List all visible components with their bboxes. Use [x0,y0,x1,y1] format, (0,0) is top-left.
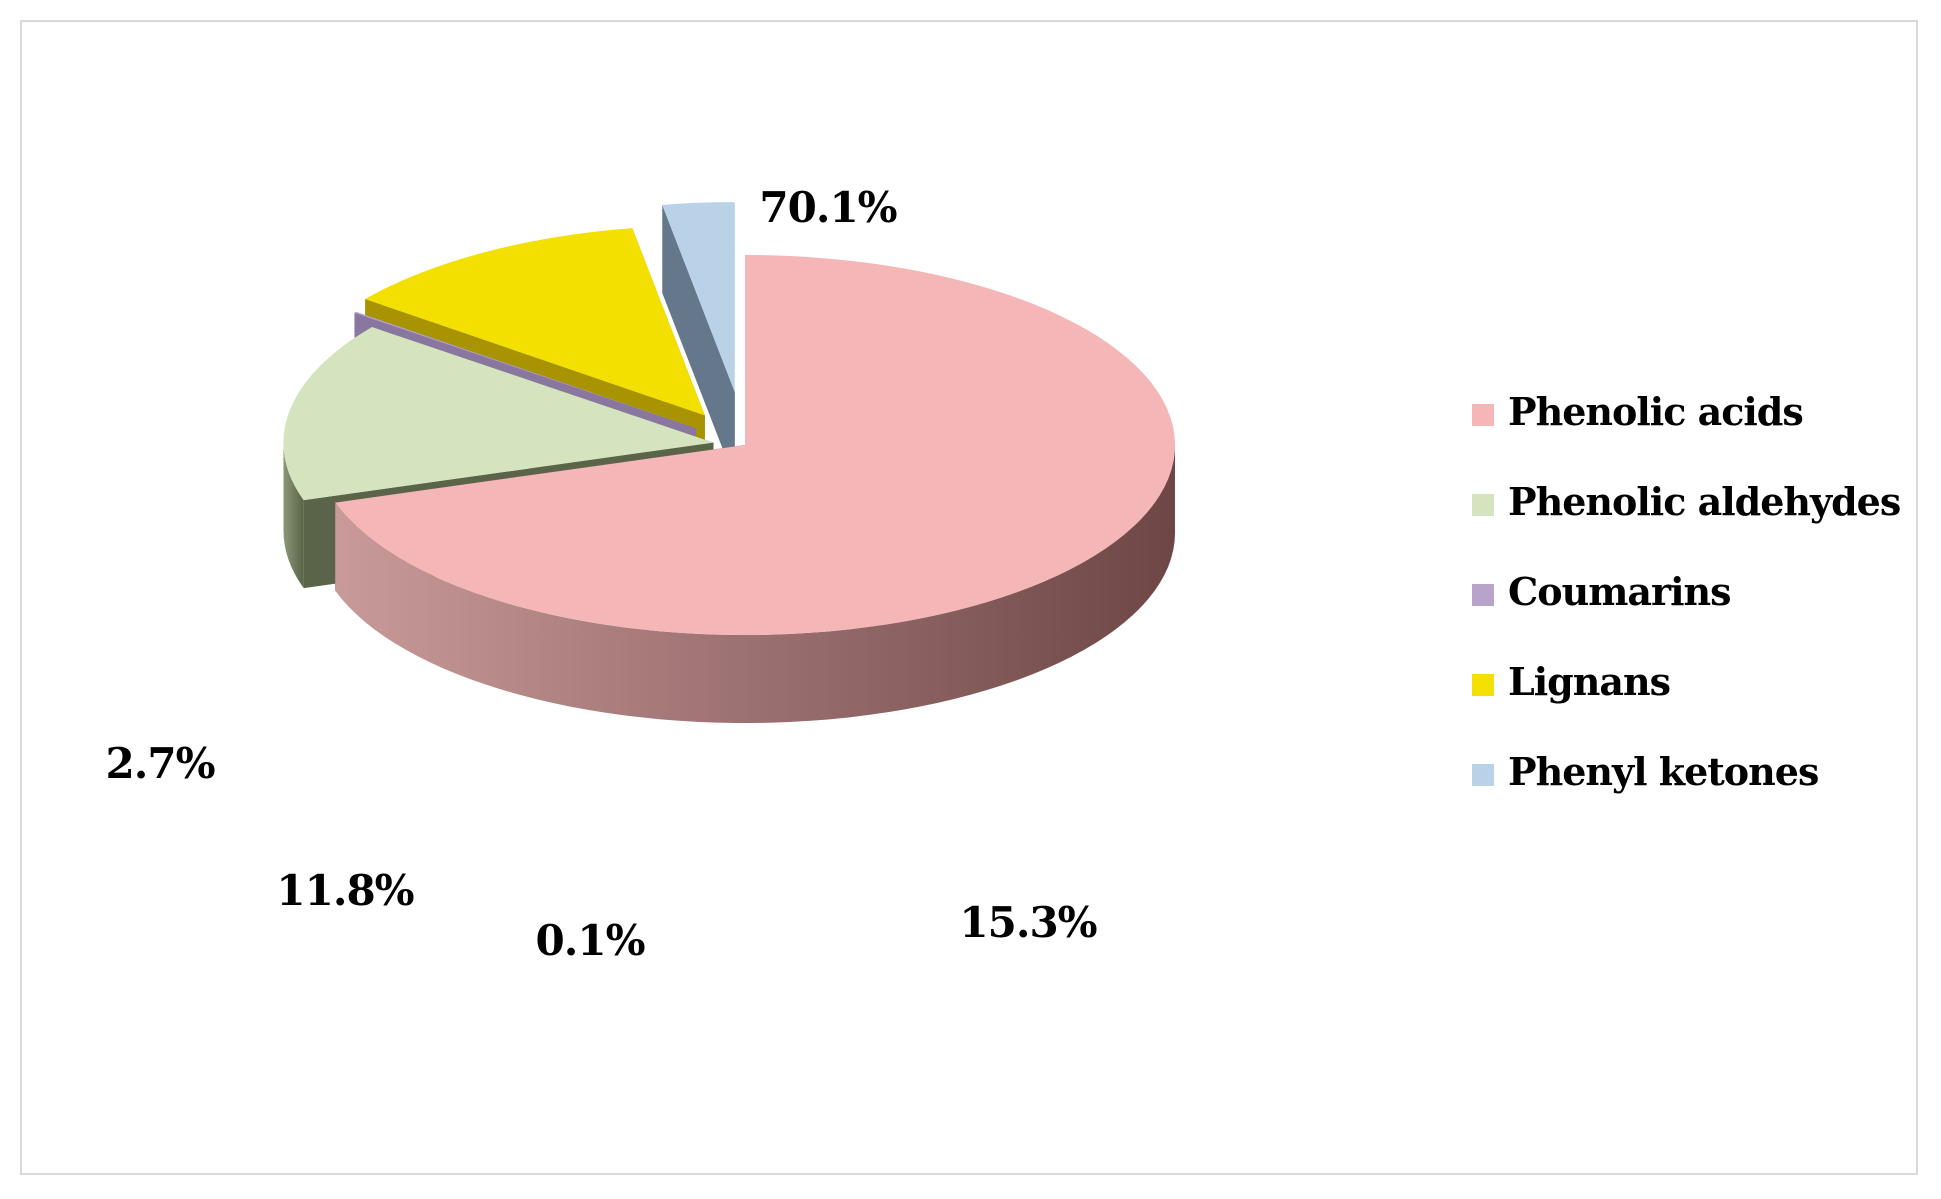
slice-top-phenolic-aldehydes [283,327,714,501]
slice-top-coumarins [354,311,696,429]
legend-label: Phenyl ketones [1508,749,1818,794]
slice-rim-phenolic-acids-0 [335,445,1175,723]
legend-label: Phenolic aldehydes [1508,479,1900,524]
legend-item-phenolic-aldehydes: Phenolic aldehydes [1472,479,1901,524]
slice-top-lignans [365,228,705,416]
legend: Phenolic acids Phenolic aldehydes Coumarin… [1472,389,1901,794]
legend-label: Coumarins [1508,569,1731,614]
data-label-lignans: 11.8% [276,866,413,915]
slice-top-phenyl-ketones [662,202,735,393]
slice-phenyl-ketones [662,202,735,481]
slice-rim-phenolic-aldehydes-0 [283,442,304,589]
data-label-phenyl-ketones: 2.7% [106,739,215,788]
legend-label: Phenolic acids [1508,389,1803,434]
legend-item-phenyl-ketones: Phenyl ketones [1472,749,1819,794]
legend-swatch [1472,764,1494,786]
legend-swatch [1472,674,1494,696]
legend-swatch [1472,584,1494,606]
data-label-phenolic-acids: 70.1% [759,183,896,232]
legend-item-phenolic-acids: Phenolic acids [1472,389,1804,434]
legend-swatch [1472,404,1494,426]
legend-label: Lignans [1508,659,1670,704]
slice-phenolic-acids [335,255,1175,723]
slice-top-phenolic-acids [335,255,1175,635]
legend-swatch [1472,494,1494,516]
data-label-coumarins: 0.1% [536,916,645,965]
slice-wall-phenyl-ketones-0 [662,204,735,481]
legend-item-lignans: Lignans [1472,659,1671,704]
legend-item-coumarins: Coumarins [1472,569,1732,614]
data-labels: 70.1% 15.3% 0.1% 11.8% 2.7% [106,183,1098,965]
data-label-phenolic-aldehydes: 15.3% [959,898,1096,947]
pie-slices [283,202,1175,723]
